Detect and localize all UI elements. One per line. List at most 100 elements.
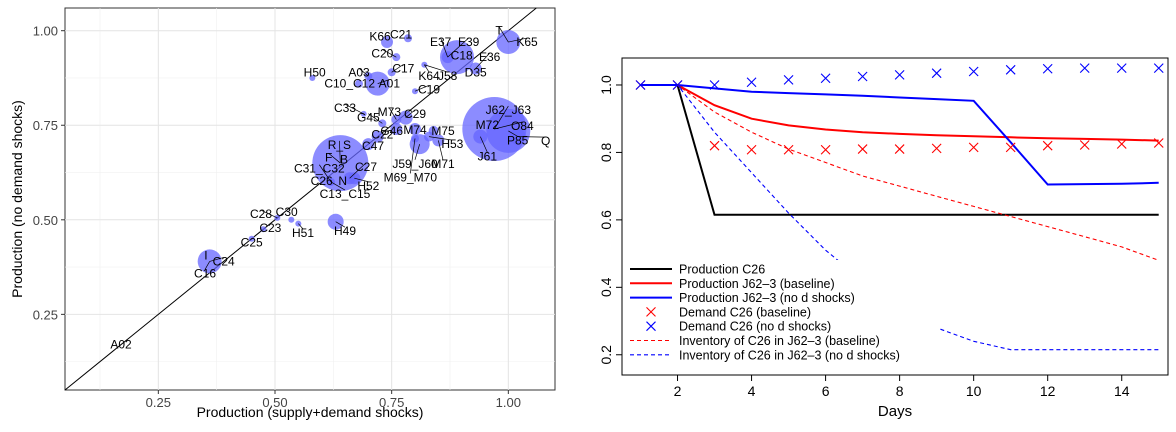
label-callout-line [498,26,509,43]
scatter-point-label: C47 [362,139,384,153]
label-callout-line [391,64,404,73]
scatter-point-label: N [338,174,347,188]
label-callout-line [409,138,416,174]
demand-marker [931,143,942,154]
scatter-point-label: T [495,24,503,38]
line-y-tick-label: 0.6 [598,210,614,230]
line-x-tick-label: 10 [966,383,982,399]
demand-marker [1005,142,1016,153]
scatter-point-label: C10_C12 [324,77,375,91]
demand-marker [1153,63,1164,74]
legend-label: Demand C26 (no d shocks) [679,320,831,334]
scatter-point [371,130,384,143]
line-y-tick-label: 0.4 [598,277,614,297]
label-callout-line [424,64,430,73]
line-y-tick-label: 0.2 [598,345,614,365]
label-callout-line [298,223,304,230]
label-callout-line [508,130,518,137]
scatter-point-label: K64 [418,69,440,83]
scatter-x-tick-label: 0.50 [262,395,287,410]
scatter-point-label: M73 [378,105,402,119]
scatter-point-label: P85 [507,133,529,147]
scatter-point-label: M69_M70 [384,170,438,184]
scatter-point-label: H49 [334,224,356,238]
label-callout-line [405,109,416,118]
demand-marker [1116,139,1127,149]
legend-box [624,260,940,365]
scatter-point-label: C21 [390,27,412,41]
label-callout-line [377,79,390,84]
scatter-point-label: C26 [311,174,333,188]
scatter-y-axis-label: Production (no demand shocks) [9,100,25,298]
label-callout-line [260,209,278,219]
label-callout-line [209,257,224,262]
scatter-x-axis-label: Production (supply+demand shocks) [197,404,424,420]
scatter-point-label: H51 [292,226,314,240]
line-y-tick-label: 1.0 [598,75,614,95]
scatter-point-label: A01 [379,77,401,91]
scatter-point-label: R_S [328,138,351,152]
scatter-y-tick-label: 0.75 [33,118,58,133]
scatter-point-label: C23 [259,221,281,235]
scatter-point-label: C19 [418,82,440,96]
demand-marker [857,71,868,82]
scatter-x-ticks: 0.25 0.50 0.75 1.00 [146,390,521,410]
scatter-callouts [204,26,546,270]
line-x-tick-label: 8 [896,383,904,399]
legend-label: Inventory of C26 in J62–3 (baseline) [679,334,880,348]
scatter-y-tick-label: 1.00 [33,24,58,39]
scatter-point-label: C25 [241,235,263,249]
scatter-point [409,123,421,136]
demand-marker [857,144,868,154]
line-x-tick-label: 12 [1040,383,1056,399]
line-x-ticks: 2 4 6 8 10 12 14 [674,375,1130,399]
line-panel: 2 4 6 8 10 12 14 0.2 0.4 0.6 0.8 1.0 Days Producti… [598,57,1169,420]
scatter-x-tick-label: 1.00 [496,395,521,410]
legend-label: Production J62–3 (no d shocks) [679,291,855,305]
demand-marker [931,68,942,79]
demand-marker [894,144,905,154]
scatter-point-label: C29 [404,107,426,121]
scatter-point-label: J61 [478,149,498,163]
label-callout-line [508,37,528,43]
label-callout-line [428,136,453,141]
scatter-point-label: C30 [276,205,298,219]
scatter-point-label: I [204,249,207,263]
legend-marker [646,321,656,332]
series-line [640,84,1159,216]
scatter-point [362,138,375,151]
demand-marker [1079,63,1090,74]
demand-marker [746,77,757,88]
scatter-point-label: M72 [476,118,500,132]
label-callout-line [344,103,364,115]
scatter-point-label: G46 [380,124,403,138]
legend-label: Production J62–3 (baseline) [679,277,835,291]
scatter-point-label: J58 [438,69,458,83]
label-callout-line [494,105,509,130]
series-line [640,84,1159,186]
scatter-point-label: E37 [430,35,452,49]
demand-marker [1042,63,1053,74]
scatter-point-label: A03 [348,65,370,79]
line-y-tick-label: 0.8 [598,142,614,162]
label-callout-line [354,177,369,183]
legend-label: Inventory of C26 in J62–3 (no d shocks) [679,348,900,362]
demand-marker [820,73,831,84]
label-callout-line [368,113,383,124]
scatter-point [309,74,316,81]
demand-marker [894,69,905,80]
scatter-y-tick-label: 0.50 [33,213,58,228]
label-callout-line [330,181,346,191]
demand-marker [968,66,979,77]
demand-marker [1116,63,1127,74]
demand-marker [1042,140,1053,151]
scatter-point-label: C27 [355,160,377,174]
line-x-tick-label: 14 [1114,383,1130,399]
scatter-y-ticks: 0.25 0.50 0.75 1.00 [33,24,65,322]
scatter-point-label: C17 [392,62,414,76]
scatter-point-label: K65 [516,35,538,49]
label-callout-line [447,37,469,58]
demand-marker [783,75,794,85]
